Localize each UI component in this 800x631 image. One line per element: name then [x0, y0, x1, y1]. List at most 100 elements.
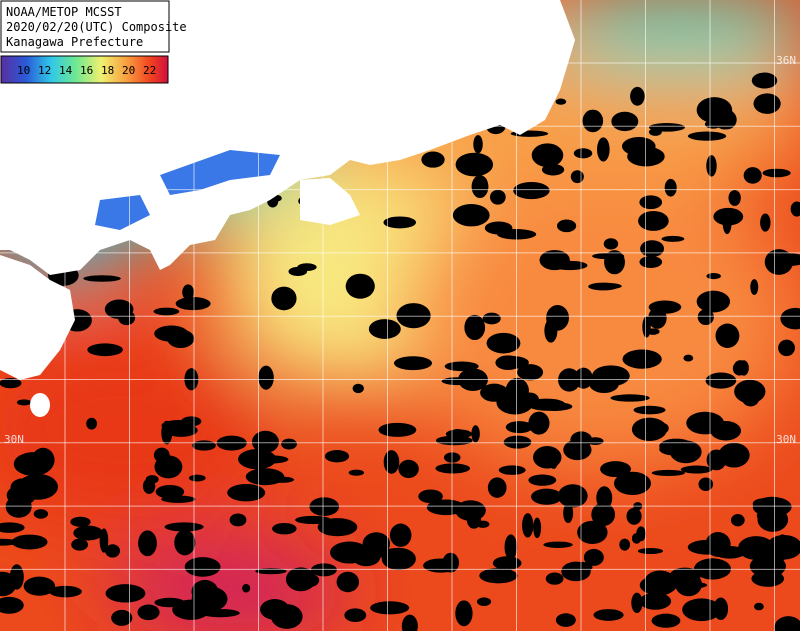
lat-label: 36N [776, 54, 796, 67]
cloud [528, 474, 557, 486]
cloud [621, 136, 656, 156]
cloud [613, 471, 652, 495]
cloud [435, 463, 471, 474]
cloud [530, 488, 563, 505]
cloud [533, 446, 562, 469]
cloud [401, 614, 418, 631]
cloud [184, 557, 221, 577]
cloud [161, 495, 196, 503]
cloud [603, 238, 619, 250]
cloud [188, 474, 206, 482]
cloud [762, 168, 791, 178]
lat-labels: 36N 30N 30N [4, 54, 796, 446]
cloud [661, 235, 685, 242]
cloud [659, 442, 687, 456]
cloud [155, 484, 185, 499]
cloud [706, 155, 717, 177]
cloud [651, 469, 685, 477]
cloud [435, 435, 473, 446]
cloud [482, 312, 501, 325]
cloud [631, 592, 643, 614]
cloud [270, 476, 295, 483]
cloud [545, 572, 564, 585]
cloud [309, 497, 340, 516]
cloud [651, 613, 681, 628]
cloud [330, 541, 369, 564]
cloud [378, 422, 417, 437]
cloud [138, 530, 157, 557]
cloud [505, 421, 533, 434]
cloud [587, 437, 604, 445]
cloud [480, 383, 509, 402]
cloud [531, 143, 564, 168]
cloud [715, 323, 740, 348]
cloud [383, 216, 417, 229]
cloud [238, 449, 277, 470]
cloud [421, 151, 445, 168]
cloud [455, 600, 473, 627]
cloud [370, 601, 410, 615]
cloud [610, 394, 650, 402]
cloud [476, 597, 492, 606]
cloud [753, 93, 781, 114]
cloud [706, 273, 721, 280]
cloud [513, 181, 550, 200]
cloud [6, 485, 37, 506]
cloud [664, 178, 677, 197]
cloud [0, 596, 24, 614]
caption-line: NOAA/METOP MCSST [6, 5, 122, 19]
cloud [297, 263, 317, 271]
cloud [775, 534, 790, 560]
cloud [743, 167, 762, 184]
cloud [600, 461, 631, 478]
cloud [657, 423, 669, 434]
legend-label: 12 [38, 64, 51, 77]
cloud [471, 425, 480, 443]
cloud [104, 299, 134, 320]
cloud [760, 213, 771, 232]
caption-line: 2020/02/20(UTC) Composite [6, 20, 187, 34]
cloud [737, 536, 775, 560]
cloud [780, 307, 800, 330]
cloud [556, 219, 577, 233]
cloud [728, 189, 741, 206]
cloud [383, 450, 400, 474]
cloud [455, 152, 494, 177]
cloud [738, 360, 749, 376]
cloud [504, 534, 518, 560]
cloud [200, 608, 240, 618]
cloud [683, 354, 694, 362]
caption-box [0, 0, 170, 53]
cloud [541, 163, 565, 176]
cloud [164, 423, 198, 437]
cloud [260, 599, 290, 620]
cloud [192, 440, 216, 451]
cloud [344, 608, 367, 623]
inland-sea [95, 150, 280, 230]
color-bar [0, 55, 169, 84]
cloud [757, 507, 789, 532]
cloud [639, 195, 663, 210]
cloud [687, 131, 727, 141]
cloud [0, 377, 22, 389]
cloud [698, 477, 714, 492]
cloud [774, 616, 800, 631]
cloud [111, 609, 133, 626]
cloud [528, 411, 550, 435]
cloud [686, 411, 725, 435]
cloud [336, 571, 360, 593]
cloud [592, 365, 630, 387]
cloud [643, 570, 677, 596]
cloud [705, 531, 731, 557]
cloud [182, 284, 195, 301]
cloud [642, 316, 651, 338]
cloud [536, 402, 573, 411]
cloud [573, 148, 593, 159]
cloud [682, 598, 721, 622]
cloud [11, 534, 48, 550]
cloud [622, 349, 662, 369]
cloud [452, 203, 490, 227]
cloud [639, 256, 663, 268]
